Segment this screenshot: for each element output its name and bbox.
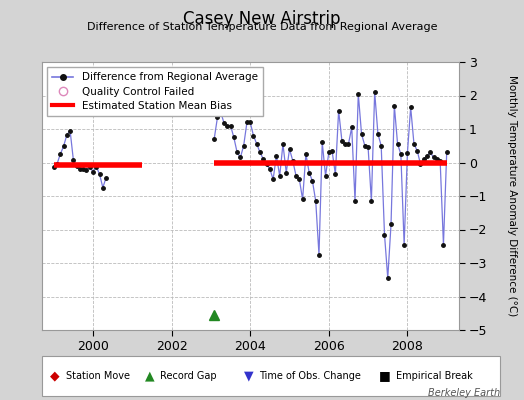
Text: ■: ■: [379, 370, 391, 382]
Y-axis label: Monthly Temperature Anomaly Difference (°C): Monthly Temperature Anomaly Difference (…: [507, 75, 517, 317]
Text: ◆: ◆: [50, 370, 60, 382]
Text: ▲: ▲: [145, 370, 154, 382]
Text: Time of Obs. Change: Time of Obs. Change: [259, 371, 361, 381]
Text: Difference of Station Temperature Data from Regional Average: Difference of Station Temperature Data f…: [87, 22, 437, 32]
Text: Casey New Airstrip: Casey New Airstrip: [183, 10, 341, 28]
Text: Berkeley Earth: Berkeley Earth: [428, 388, 500, 398]
Text: Station Move: Station Move: [66, 371, 129, 381]
Legend: Difference from Regional Average, Quality Control Failed, Estimated Station Mean: Difference from Regional Average, Qualit…: [47, 67, 263, 116]
Text: Record Gap: Record Gap: [160, 371, 216, 381]
Text: ▼: ▼: [244, 370, 254, 382]
Text: Empirical Break: Empirical Break: [396, 371, 472, 381]
